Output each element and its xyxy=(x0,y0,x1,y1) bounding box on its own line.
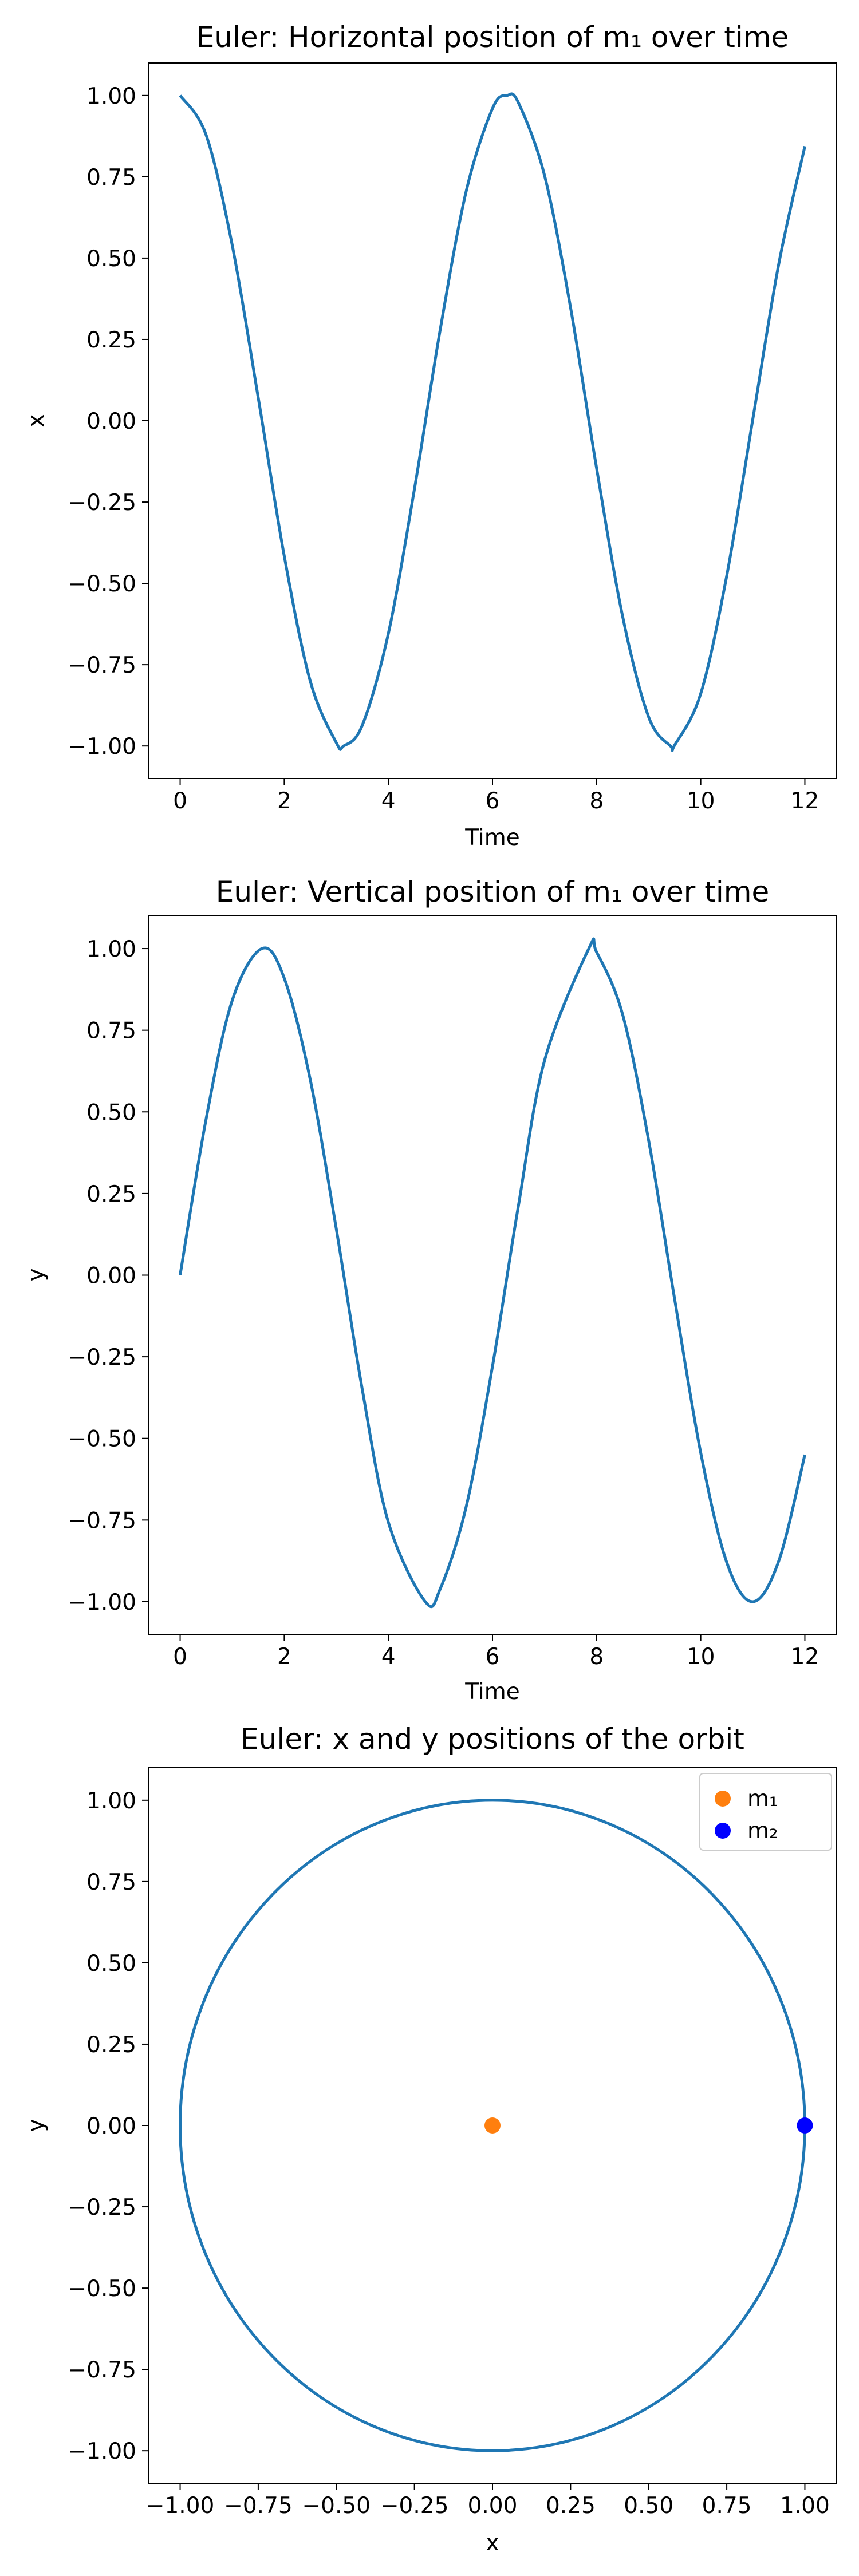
y-tick-label: −0.25 xyxy=(68,490,136,516)
chart-2-y-label: y xyxy=(23,1268,49,1281)
x-tick-label: 2 xyxy=(277,1644,291,1670)
y-tick-label: −0.25 xyxy=(68,1345,136,1370)
y-tick-label: 0.75 xyxy=(86,1018,136,1044)
chart-1-title: Euler: Horizontal position of m₁ over ti… xyxy=(196,21,789,54)
chart-3-x-ticks: −1.00 −0.75 −0.50 −0.25 0.00 0.25 0.50 0.75 1.00 xyxy=(146,2483,830,2519)
chart-2-plot-frame xyxy=(148,915,837,1635)
chart-1-y-label: x xyxy=(23,414,49,427)
chart-2-x-ticks: 0 2 4 6 8 10 12 xyxy=(173,1634,819,1670)
y-tick-label: −1.00 xyxy=(68,734,136,760)
chart-1: Euler: Horizontal position of m₁ over ti… xyxy=(23,21,837,851)
y-tick-label: −0.75 xyxy=(68,2357,136,2383)
y-tick-label: −0.50 xyxy=(68,1427,136,1452)
x-tick-label: 4 xyxy=(381,1644,396,1670)
x-tick-label: 0 xyxy=(173,1644,187,1670)
legend-marker-m1 xyxy=(715,1791,731,1807)
x-tick-label: 6 xyxy=(486,788,500,814)
chart-2-x-label: Time xyxy=(464,1679,519,1705)
chart-1-y-ticks: −1.00 −0.75 −0.50 −0.25 0.00 0.25 0.50 0.75 1.00 xyxy=(68,84,149,760)
chart-2-y-ticks: −1.00 −0.75 −0.50 −0.25 0.00 0.25 0.50 0.75 1.00 xyxy=(68,937,149,1615)
chart-2-title: Euler: Vertical position of m₁ over time xyxy=(216,875,769,908)
chart-3-x-label: x xyxy=(486,2530,499,2556)
chart-3: Euler: x and y positions of the orbit −1… xyxy=(23,1722,837,2556)
x-tick-label: 4 xyxy=(381,788,396,814)
chart-1-plot-frame xyxy=(148,62,837,779)
x-tick-label: 6 xyxy=(486,1644,500,1670)
y-tick-label: −0.75 xyxy=(68,1508,136,1534)
point-m2 xyxy=(797,2117,813,2134)
x-tick-label: 8 xyxy=(589,788,604,814)
x-tick-label: 12 xyxy=(791,788,819,814)
x-tick-label: 2 xyxy=(277,788,291,814)
x-tick-label: −1.00 xyxy=(146,2493,215,2519)
chart-2: Euler: Vertical position of m₁ over time… xyxy=(23,875,837,1705)
x-tick-label: 10 xyxy=(687,788,715,814)
x-tick-label: 0.50 xyxy=(624,2493,673,2519)
chart-1-series-line xyxy=(179,92,806,752)
point-m1 xyxy=(484,2117,501,2134)
x-tick-label: 0.25 xyxy=(546,2493,596,2519)
y-tick-label: 0.50 xyxy=(86,1100,136,1125)
y-tick-label: 0.75 xyxy=(86,165,136,191)
y-tick-label: 1.00 xyxy=(86,937,136,962)
y-tick-label: 1.00 xyxy=(86,1788,136,1814)
chart-1-x-label: Time xyxy=(464,825,519,851)
chart-1-x-ticks: 0 2 4 6 8 10 12 xyxy=(173,779,819,814)
legend-frame xyxy=(699,1773,832,1851)
y-tick-label: 0.00 xyxy=(86,2113,136,2139)
y-tick-label: −0.50 xyxy=(68,2276,136,2302)
chart-2-series-line xyxy=(179,937,806,1609)
y-tick-label: −1.00 xyxy=(68,2439,136,2464)
y-tick-label: 0.25 xyxy=(86,2032,136,2058)
y-tick-label: 1.00 xyxy=(86,84,136,109)
y-tick-label: 0.00 xyxy=(86,409,136,434)
y-tick-label: 0.50 xyxy=(86,1951,136,1977)
x-tick-label: 0 xyxy=(173,788,187,814)
y-tick-label: 0.25 xyxy=(86,327,136,353)
x-tick-label: 0.75 xyxy=(702,2493,752,2519)
chart-3-title: Euler: x and y positions of the orbit xyxy=(241,1722,744,1756)
legend-label-m2: m₂ xyxy=(747,1818,778,1844)
x-tick-label: 12 xyxy=(791,1644,819,1670)
x-tick-label: −0.50 xyxy=(302,2493,371,2519)
chart-3-legend: m₁ m₂ xyxy=(699,1773,832,1851)
y-tick-label: −0.75 xyxy=(68,653,136,678)
y-tick-label: 0.50 xyxy=(86,246,136,272)
chart-3-y-ticks: −1.00 −0.75 −0.50 −0.25 0.00 0.25 0.50 0.75 1.00 xyxy=(68,1788,149,2464)
y-tick-label: −1.00 xyxy=(68,1590,136,1615)
x-tick-label: 8 xyxy=(589,1644,604,1670)
y-tick-label: −0.50 xyxy=(68,571,136,597)
legend-marker-m2 xyxy=(715,1823,731,1839)
y-tick-label: 0.00 xyxy=(86,1263,136,1289)
x-tick-label: 10 xyxy=(687,1644,715,1670)
x-tick-label: 1.00 xyxy=(780,2493,830,2519)
chart-3-y-label: y xyxy=(23,2119,49,2132)
x-tick-label: −0.25 xyxy=(380,2493,449,2519)
legend-label-m1: m₁ xyxy=(747,1786,778,1812)
y-tick-label: 0.25 xyxy=(86,1182,136,1207)
x-tick-label: −0.75 xyxy=(224,2493,293,2519)
chart-3-points xyxy=(484,2117,813,2134)
y-tick-label: 0.75 xyxy=(86,1870,136,1895)
y-tick-label: −0.25 xyxy=(68,2195,136,2221)
x-tick-label: 0.00 xyxy=(468,2493,518,2519)
